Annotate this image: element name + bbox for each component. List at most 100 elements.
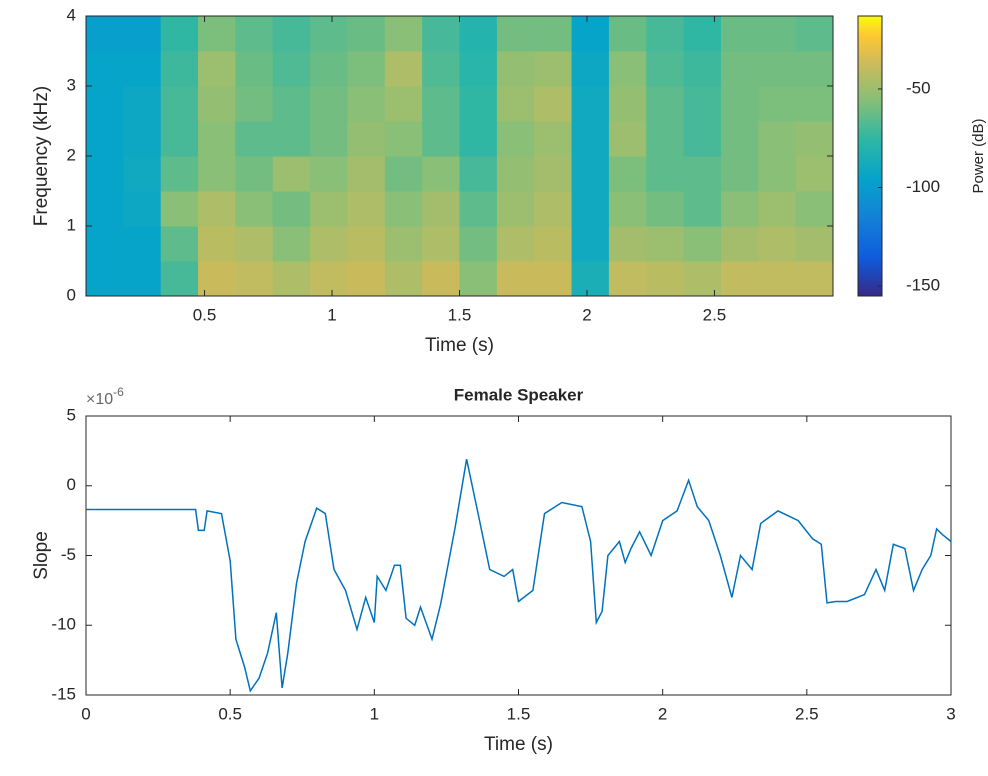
heatmap-cell (235, 51, 274, 87)
heatmap-cell (160, 261, 199, 297)
heatmap-cell (459, 86, 498, 122)
x-tick-label: 2.5 (703, 305, 727, 324)
heatmap-cell (347, 86, 386, 122)
heatmap-cell (198, 156, 236, 192)
heatmap-cell (534, 51, 573, 87)
heatmap-cell (384, 191, 423, 227)
heatmap-cell (720, 156, 759, 192)
heatmap-cell (422, 261, 460, 297)
heatmap-cell (459, 51, 498, 87)
x-tick-label: 2.5 (795, 704, 819, 723)
y-axis-label: Frequency (kHz) (31, 86, 52, 226)
heatmap-cell (571, 16, 610, 52)
heatmap-cell (347, 261, 386, 297)
heatmap-cell (496, 51, 535, 87)
heatmap-cell (683, 191, 722, 227)
x-axis-label: Time (s) (484, 734, 553, 755)
heatmap-cell (534, 191, 573, 227)
heatmap-cell (123, 86, 162, 122)
heatmap-cell (720, 261, 759, 297)
heatmap-cell (235, 226, 274, 262)
heatmap-cell (720, 86, 759, 122)
chart-title: Female Speaker (454, 385, 584, 404)
heatmap-cell (720, 16, 759, 52)
heatmap-cell (384, 51, 423, 87)
heatmap-cell (459, 121, 498, 157)
heatmap-cell (160, 51, 199, 87)
heatmap-cell (272, 86, 311, 122)
heatmap-cell (310, 156, 348, 192)
heatmap-cell (459, 261, 498, 297)
heatmap-cell (534, 226, 573, 262)
heatmap-cell (198, 226, 236, 262)
heatmap-cell (608, 226, 647, 262)
heatmap-cell (272, 261, 311, 297)
heatmap-cell (496, 191, 535, 227)
y-tick-label: 2 (67, 145, 76, 164)
heatmap-cell (86, 121, 124, 157)
heatmap-cell (86, 16, 124, 52)
heatmap-cell (422, 156, 460, 192)
heatmap-cell (646, 226, 685, 262)
heatmap-cell (758, 156, 797, 192)
y-tick-label: -10 (51, 615, 76, 634)
heatmap-cell (646, 121, 685, 157)
heatmap-cell (496, 261, 535, 297)
heatmap-cell (720, 121, 759, 157)
colorbar-label: Power (dB) (970, 118, 987, 193)
heatmap-cell (384, 86, 423, 122)
heatmap-cell (795, 261, 834, 297)
heatmap-cell (608, 191, 647, 227)
heatmap-cell (384, 261, 423, 297)
heatmap-cell (310, 16, 348, 52)
colorbar-tick-label: -50 (906, 78, 931, 97)
heatmap-cell (272, 191, 311, 227)
heatmap-cell (235, 121, 274, 157)
heatmap-cell (646, 191, 685, 227)
heatmap-cell (683, 16, 722, 52)
heatmap-cell (347, 156, 386, 192)
heatmap-cell (123, 191, 162, 227)
heatmap-cell (384, 121, 423, 157)
heatmap-cell (795, 191, 834, 227)
heatmap-cell (571, 121, 610, 157)
heatmap-cell (272, 51, 311, 87)
heatmap-cell (198, 16, 236, 52)
heatmap-cell (198, 191, 236, 227)
heatmap-cell (534, 86, 573, 122)
heatmap-cell (608, 121, 647, 157)
heatmap-cell (160, 156, 199, 192)
heatmap-cell (646, 16, 685, 52)
heatmap-cell (683, 261, 722, 297)
y-multiplier-base: ×10 (86, 391, 113, 408)
heatmap-cell (347, 121, 386, 157)
heatmap-cell (758, 226, 797, 262)
colorbar (857, 15, 883, 297)
heatmap-cell (571, 86, 610, 122)
heatmap-cell (608, 156, 647, 192)
y-tick-label: 5 (67, 405, 76, 424)
heatmap-cell (720, 51, 759, 87)
heatmap-cell (86, 191, 124, 227)
heatmap-cell (310, 121, 348, 157)
heatmap-cell (571, 261, 610, 297)
heatmap-cell (646, 51, 685, 87)
heatmap-cell (384, 226, 423, 262)
heatmap-cell (646, 86, 685, 122)
heatmap-cell (459, 156, 498, 192)
colorbar-tick-label: -100 (906, 177, 940, 196)
heatmap-cell (86, 86, 124, 122)
heatmap-cell (459, 191, 498, 227)
heatmap-cell (123, 261, 162, 297)
heatmap-cell (571, 51, 610, 87)
heatmap-cell (86, 226, 124, 262)
heatmap-cell (571, 156, 610, 192)
y-tick-label: -15 (51, 684, 76, 703)
heatmap-cell (422, 86, 460, 122)
heatmap-cell (608, 261, 647, 297)
colorbar-tick-label: -150 (906, 276, 940, 295)
line-series (86, 459, 952, 693)
heatmap-cell (160, 121, 199, 157)
heatmap-cell (160, 16, 199, 52)
